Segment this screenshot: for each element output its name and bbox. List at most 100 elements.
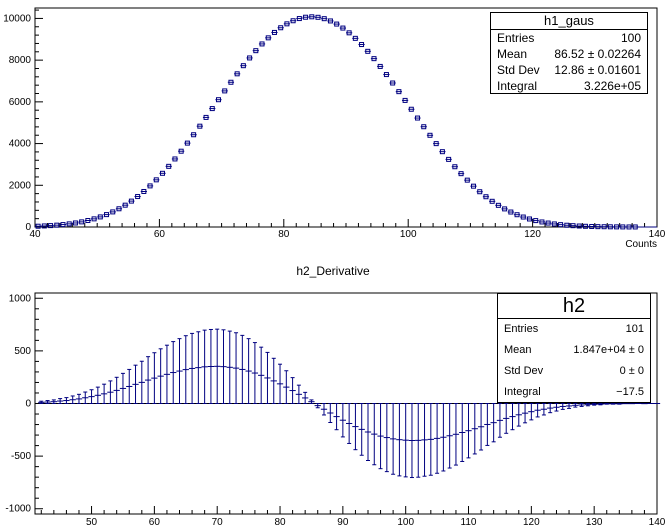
data-point (471, 403, 478, 455)
data-point-marker (502, 206, 508, 212)
x-tick-label: 100 (397, 517, 414, 527)
data-point-marker (271, 29, 277, 35)
data-point (321, 16, 328, 22)
data-point-marker (396, 89, 402, 95)
data-point-marker (489, 198, 495, 204)
data-point (565, 403, 573, 409)
data-point-marker (91, 216, 97, 222)
y-tick-label: 0 (25, 399, 31, 410)
data-point (383, 403, 390, 473)
data-point (56, 398, 64, 404)
data-point-marker (178, 148, 184, 154)
stats-label: Std Dev (497, 63, 540, 77)
data-point (184, 140, 191, 146)
data-point-marker (147, 183, 153, 189)
data-point-marker (172, 156, 178, 162)
x-axis-label: Counts (625, 239, 657, 250)
stats-row-entries: Entries 101 (498, 319, 650, 340)
data-point (314, 14, 322, 20)
data-point (271, 29, 278, 35)
stats-title-h1: h1_gaus (491, 13, 647, 30)
data-point-marker (191, 132, 197, 138)
data-point (113, 376, 120, 404)
data-point (82, 391, 89, 404)
data-point-marker (601, 224, 607, 230)
data-point (528, 403, 535, 421)
data-point (302, 14, 309, 20)
y-tick-label: 1000 (9, 293, 32, 304)
data-point (597, 403, 604, 406)
stats-row-integral: Integral −17.5 (498, 382, 650, 403)
data-point (427, 403, 434, 476)
stats-value: 100 (620, 31, 641, 45)
data-point (532, 218, 539, 224)
data-point (308, 399, 315, 404)
data-point (377, 403, 384, 470)
data-point (515, 403, 522, 427)
data-point (41, 223, 48, 229)
data-point (616, 403, 623, 405)
data-point (439, 149, 446, 155)
y-tick-label: 4000 (9, 139, 32, 150)
data-point (547, 403, 554, 414)
data-point (594, 224, 602, 230)
data-point (132, 364, 139, 404)
data-point-marker (408, 106, 414, 112)
data-point (182, 335, 189, 404)
data-point (308, 14, 315, 20)
chart2-title: h2_Derivative (296, 264, 370, 278)
data-point-marker (284, 21, 290, 27)
data-point-marker (421, 124, 427, 130)
data-point-marker (340, 25, 346, 31)
data-point (421, 403, 428, 477)
data-point (94, 386, 101, 404)
data-point (276, 363, 284, 404)
data-point (115, 206, 123, 212)
data-point (171, 156, 179, 162)
data-point (226, 330, 233, 404)
data-point (503, 403, 510, 434)
data-point-marker (558, 222, 564, 228)
data-point (470, 183, 477, 189)
data-point-marker (458, 171, 464, 177)
x-tick-label: 100 (400, 229, 417, 240)
x-tick-label: 60 (149, 517, 161, 527)
data-point (140, 188, 147, 194)
data-point (221, 88, 228, 94)
data-point (157, 348, 164, 404)
data-point-marker (576, 223, 582, 229)
data-point (346, 30, 353, 36)
data-point (489, 198, 496, 204)
stats-box-h1: h1_gaus Entries 100 Mean 86.52 ± 0.02264… (490, 12, 648, 94)
data-point (352, 403, 359, 451)
data-point (352, 35, 359, 41)
data-point-marker (234, 71, 240, 77)
data-point (50, 399, 57, 404)
data-point (251, 342, 259, 404)
data-point (59, 222, 67, 228)
stats-row-stddev: Std Dev 12.86 ± 0.01601 (491, 62, 647, 78)
data-point (408, 403, 416, 479)
data-point-marker (539, 219, 545, 225)
data-point (346, 403, 353, 444)
data-point-marker (439, 149, 445, 155)
data-point (176, 338, 183, 404)
data-point (451, 164, 458, 170)
stats-value: 101 (625, 323, 644, 335)
data-point (97, 214, 104, 220)
data-point (557, 222, 564, 228)
data-point-marker (315, 14, 321, 20)
stats-value: 12.86 ± 0.01601 (554, 63, 641, 77)
data-point (601, 224, 608, 230)
data-point (296, 16, 303, 22)
data-point-marker (135, 194, 141, 200)
data-point-marker (614, 224, 620, 230)
data-point (66, 221, 73, 227)
data-point-marker (166, 163, 172, 169)
data-point (178, 148, 185, 154)
data-point-marker (526, 216, 532, 222)
data-point-marker (153, 177, 159, 183)
x-tick-label: 70 (212, 517, 224, 527)
data-point (545, 220, 552, 226)
y-tick-label: -1000 (5, 504, 31, 515)
